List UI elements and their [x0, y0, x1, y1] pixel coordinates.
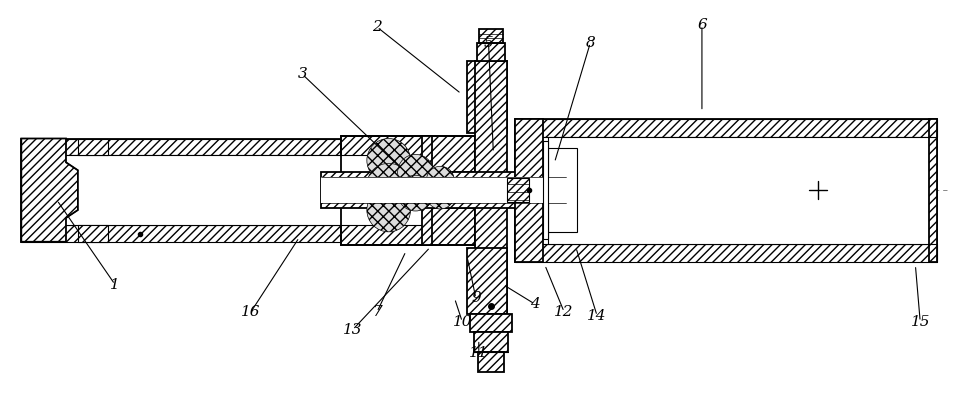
Bar: [78, 139, 107, 155]
Text: 6: 6: [697, 18, 706, 32]
Text: 4: 4: [531, 297, 540, 311]
Circle shape: [426, 166, 454, 194]
Text: 1: 1: [110, 278, 120, 291]
Bar: [66, 155, 433, 225]
Polygon shape: [467, 248, 507, 314]
Text: 13: 13: [343, 323, 362, 337]
Bar: [21, 139, 433, 155]
Text: 14: 14: [587, 309, 607, 323]
Circle shape: [426, 181, 454, 209]
Circle shape: [398, 175, 434, 211]
Text: 11: 11: [469, 346, 488, 360]
Text: 16: 16: [241, 305, 261, 319]
Bar: [470, 314, 512, 332]
Circle shape: [542, 172, 567, 196]
Bar: [547, 148, 577, 232]
Bar: [515, 119, 542, 262]
Circle shape: [515, 163, 544, 193]
Circle shape: [366, 188, 410, 232]
Text: 5: 5: [484, 36, 493, 50]
Bar: [422, 135, 433, 245]
Bar: [479, 29, 503, 43]
Bar: [21, 139, 433, 242]
Bar: [474, 332, 508, 352]
Text: 9: 9: [471, 291, 481, 305]
Circle shape: [515, 183, 544, 213]
Text: 15: 15: [911, 315, 930, 329]
Text: 12: 12: [554, 305, 573, 319]
Bar: [21, 225, 433, 242]
Bar: [515, 119, 937, 137]
Bar: [475, 61, 507, 314]
Bar: [478, 352, 504, 372]
Text: 3: 3: [297, 67, 307, 81]
Circle shape: [366, 163, 410, 207]
Bar: [341, 208, 475, 245]
Bar: [321, 172, 567, 208]
Polygon shape: [467, 61, 507, 133]
Text: 7: 7: [372, 305, 382, 319]
Bar: [477, 43, 505, 61]
Bar: [542, 141, 547, 239]
Text: 8: 8: [585, 36, 595, 50]
Bar: [321, 177, 567, 203]
Circle shape: [398, 154, 434, 190]
Text: 10: 10: [452, 315, 472, 329]
Bar: [507, 178, 529, 202]
Polygon shape: [21, 139, 78, 242]
Text: 2: 2: [372, 20, 382, 34]
Bar: [78, 225, 107, 242]
Bar: [929, 119, 937, 262]
Bar: [341, 135, 475, 172]
Bar: [534, 137, 937, 244]
Circle shape: [366, 139, 410, 182]
Bar: [515, 119, 937, 262]
Bar: [515, 244, 937, 262]
